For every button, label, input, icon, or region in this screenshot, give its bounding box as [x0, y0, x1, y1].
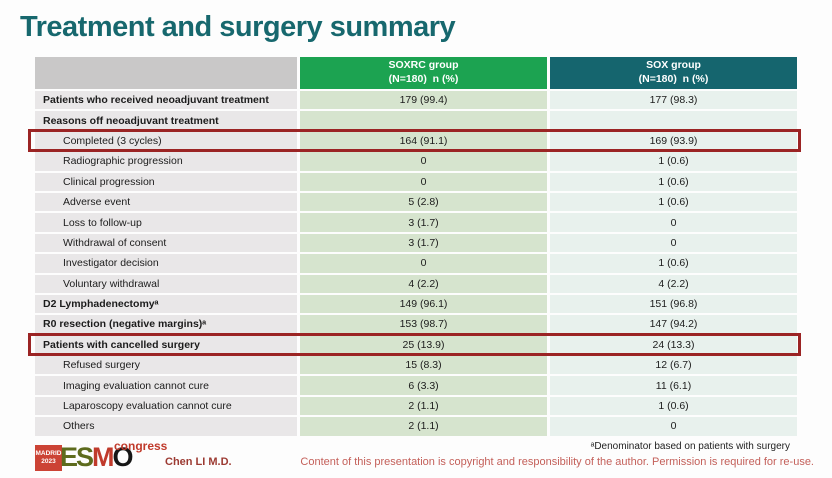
table-row: Imaging evaluation cannot cure 6 (3.3) 1… [35, 376, 797, 395]
header-sox-line2: (N=180) n (%) [638, 73, 709, 85]
sox-value: 1 (0.6) [550, 172, 797, 191]
table-row: Loss to follow-up 3 (1.7) 0 [35, 213, 797, 232]
sox-value: 151 (96.8) [550, 294, 797, 314]
row-label: Radiographic progression [35, 152, 297, 171]
esmo-congress-logo: MADRID 2023 ESMO congress [35, 439, 185, 475]
soxrc-value: 164 (91.1) [300, 131, 547, 151]
sox-value: 24 (13.3) [550, 335, 797, 355]
soxrc-value: 3 (1.7) [300, 213, 547, 232]
sox-value: 147 (94.2) [550, 315, 797, 334]
header-soxrc-line2: (N=180) n (%) [388, 73, 459, 85]
sox-value: 4 (2.2) [550, 274, 797, 293]
sox-value: 1 (0.6) [550, 254, 797, 273]
soxrc-value: 3 (1.7) [300, 233, 547, 253]
sox-value: 11 (6.1) [550, 376, 797, 395]
sox-value: 169 (93.9) [550, 131, 797, 151]
table-row: Completed (3 cycles) 164 (91.1) 169 (93.… [28, 128, 801, 153]
header-sox-line1: SOX group [646, 59, 701, 72]
row-label: Investigator decision [35, 254, 297, 273]
logo-congress-label: congress [114, 439, 168, 453]
row-label: Patients who received neoadjuvant treatm… [35, 91, 297, 110]
table-row: Refused surgery 15 (8.3) 12 (6.7) [35, 356, 797, 375]
soxrc-value: 4 (2.2) [300, 274, 547, 293]
madrid-2023-badge: MADRID 2023 [35, 445, 62, 471]
table-row: D2 Lymphadenectomyᵃ 149 (96.1) 151 (96.8… [35, 294, 797, 314]
sox-value: 0 [550, 233, 797, 253]
soxrc-value: 5 (2.8) [300, 192, 547, 212]
row-label: Completed (3 cycles) [35, 131, 297, 151]
denominator-footnote: ᵃDenominator based on patients with surg… [590, 441, 790, 452]
row-label: Adverse event [35, 192, 297, 212]
table-row: Reasons off neoadjuvant treatment [35, 111, 797, 130]
sox-value: 0 [550, 417, 797, 436]
soxrc-value [300, 111, 547, 130]
sox-value: 12 (6.7) [550, 356, 797, 375]
soxrc-value: 0 [300, 172, 547, 191]
row-label: Clinical progression [35, 172, 297, 191]
table-row: Voluntary withdrawal 4 (2.2) 4 (2.2) [35, 274, 797, 293]
soxrc-value: 15 (8.3) [300, 356, 547, 375]
row-label: Loss to follow-up [35, 213, 297, 232]
row-label: Imaging evaluation cannot cure [35, 376, 297, 395]
table-row: Laparoscopy evaluation cannot cure 2 (1.… [35, 396, 797, 416]
row-label: R0 resection (negative margins)ᵃ [35, 315, 297, 334]
table-row: Patients with cancelled surgery 25 (13.9… [28, 332, 801, 357]
soxrc-value: 179 (99.4) [300, 91, 547, 110]
sox-value: 1 (0.6) [550, 396, 797, 416]
soxrc-value: 153 (98.7) [300, 315, 547, 334]
soxrc-value: 0 [300, 254, 547, 273]
copyright-notice: Content of this presentation is copyrigh… [300, 456, 814, 468]
presenter-name: Chen LI M.D. [165, 456, 232, 468]
sox-value: 1 (0.6) [550, 152, 797, 171]
soxrc-value: 2 (1.1) [300, 417, 547, 436]
sox-value [550, 111, 797, 130]
header-soxrc-line1: SOXRC group [388, 59, 459, 72]
table-header-row: SOXRC group (N=180) n (%) SOX group (N=1… [35, 57, 797, 89]
soxrc-value: 149 (96.1) [300, 294, 547, 314]
table-row: Investigator decision 0 1 (0.6) [35, 254, 797, 273]
table-row: Withdrawal of consent 3 (1.7) 0 [35, 233, 797, 253]
table-body: Patients who received neoadjuvant treatm… [28, 91, 801, 438]
table-row: Others 2 (1.1) 0 [35, 417, 797, 436]
table-row: Patients who received neoadjuvant treatm… [35, 91, 797, 110]
sox-value: 1 (0.6) [550, 192, 797, 212]
row-label: Others [35, 417, 297, 436]
row-label: Withdrawal of consent [35, 233, 297, 253]
row-label: Voluntary withdrawal [35, 274, 297, 293]
summary-table: SOXRC group (N=180) n (%) SOX group (N=1… [28, 57, 801, 438]
soxrc-value: 25 (13.9) [300, 335, 547, 355]
sox-value: 177 (98.3) [550, 91, 797, 110]
soxrc-value: 6 (3.3) [300, 376, 547, 395]
soxrc-value: 0 [300, 152, 547, 171]
row-label: Patients with cancelled surgery [35, 335, 297, 355]
table-row: Clinical progression 0 1 (0.6) [35, 172, 797, 191]
row-label: Laparoscopy evaluation cannot cure [35, 396, 297, 416]
table-row: R0 resection (negative margins)ᵃ 153 (98… [35, 315, 797, 334]
header-soxrc-group: SOXRC group (N=180) n (%) [300, 57, 547, 89]
logo-location: MADRID [35, 450, 62, 458]
header-sox-group: SOX group (N=180) n (%) [550, 57, 797, 89]
table-row: Radiographic progression 0 1 (0.6) [35, 152, 797, 171]
table-row: Adverse event 5 (2.8) 1 (0.6) [35, 192, 797, 212]
esmo-logo-text: ESMO [60, 442, 134, 472]
page-title: Treatment and surgery summary [20, 11, 456, 43]
header-label-spacer [35, 57, 297, 89]
row-label: Reasons off neoadjuvant treatment [35, 111, 297, 130]
logo-year: 2023 [41, 458, 56, 465]
row-label: D2 Lymphadenectomyᵃ [35, 294, 297, 314]
soxrc-value: 2 (1.1) [300, 396, 547, 416]
sox-value: 0 [550, 213, 797, 232]
row-label: Refused surgery [35, 356, 297, 375]
